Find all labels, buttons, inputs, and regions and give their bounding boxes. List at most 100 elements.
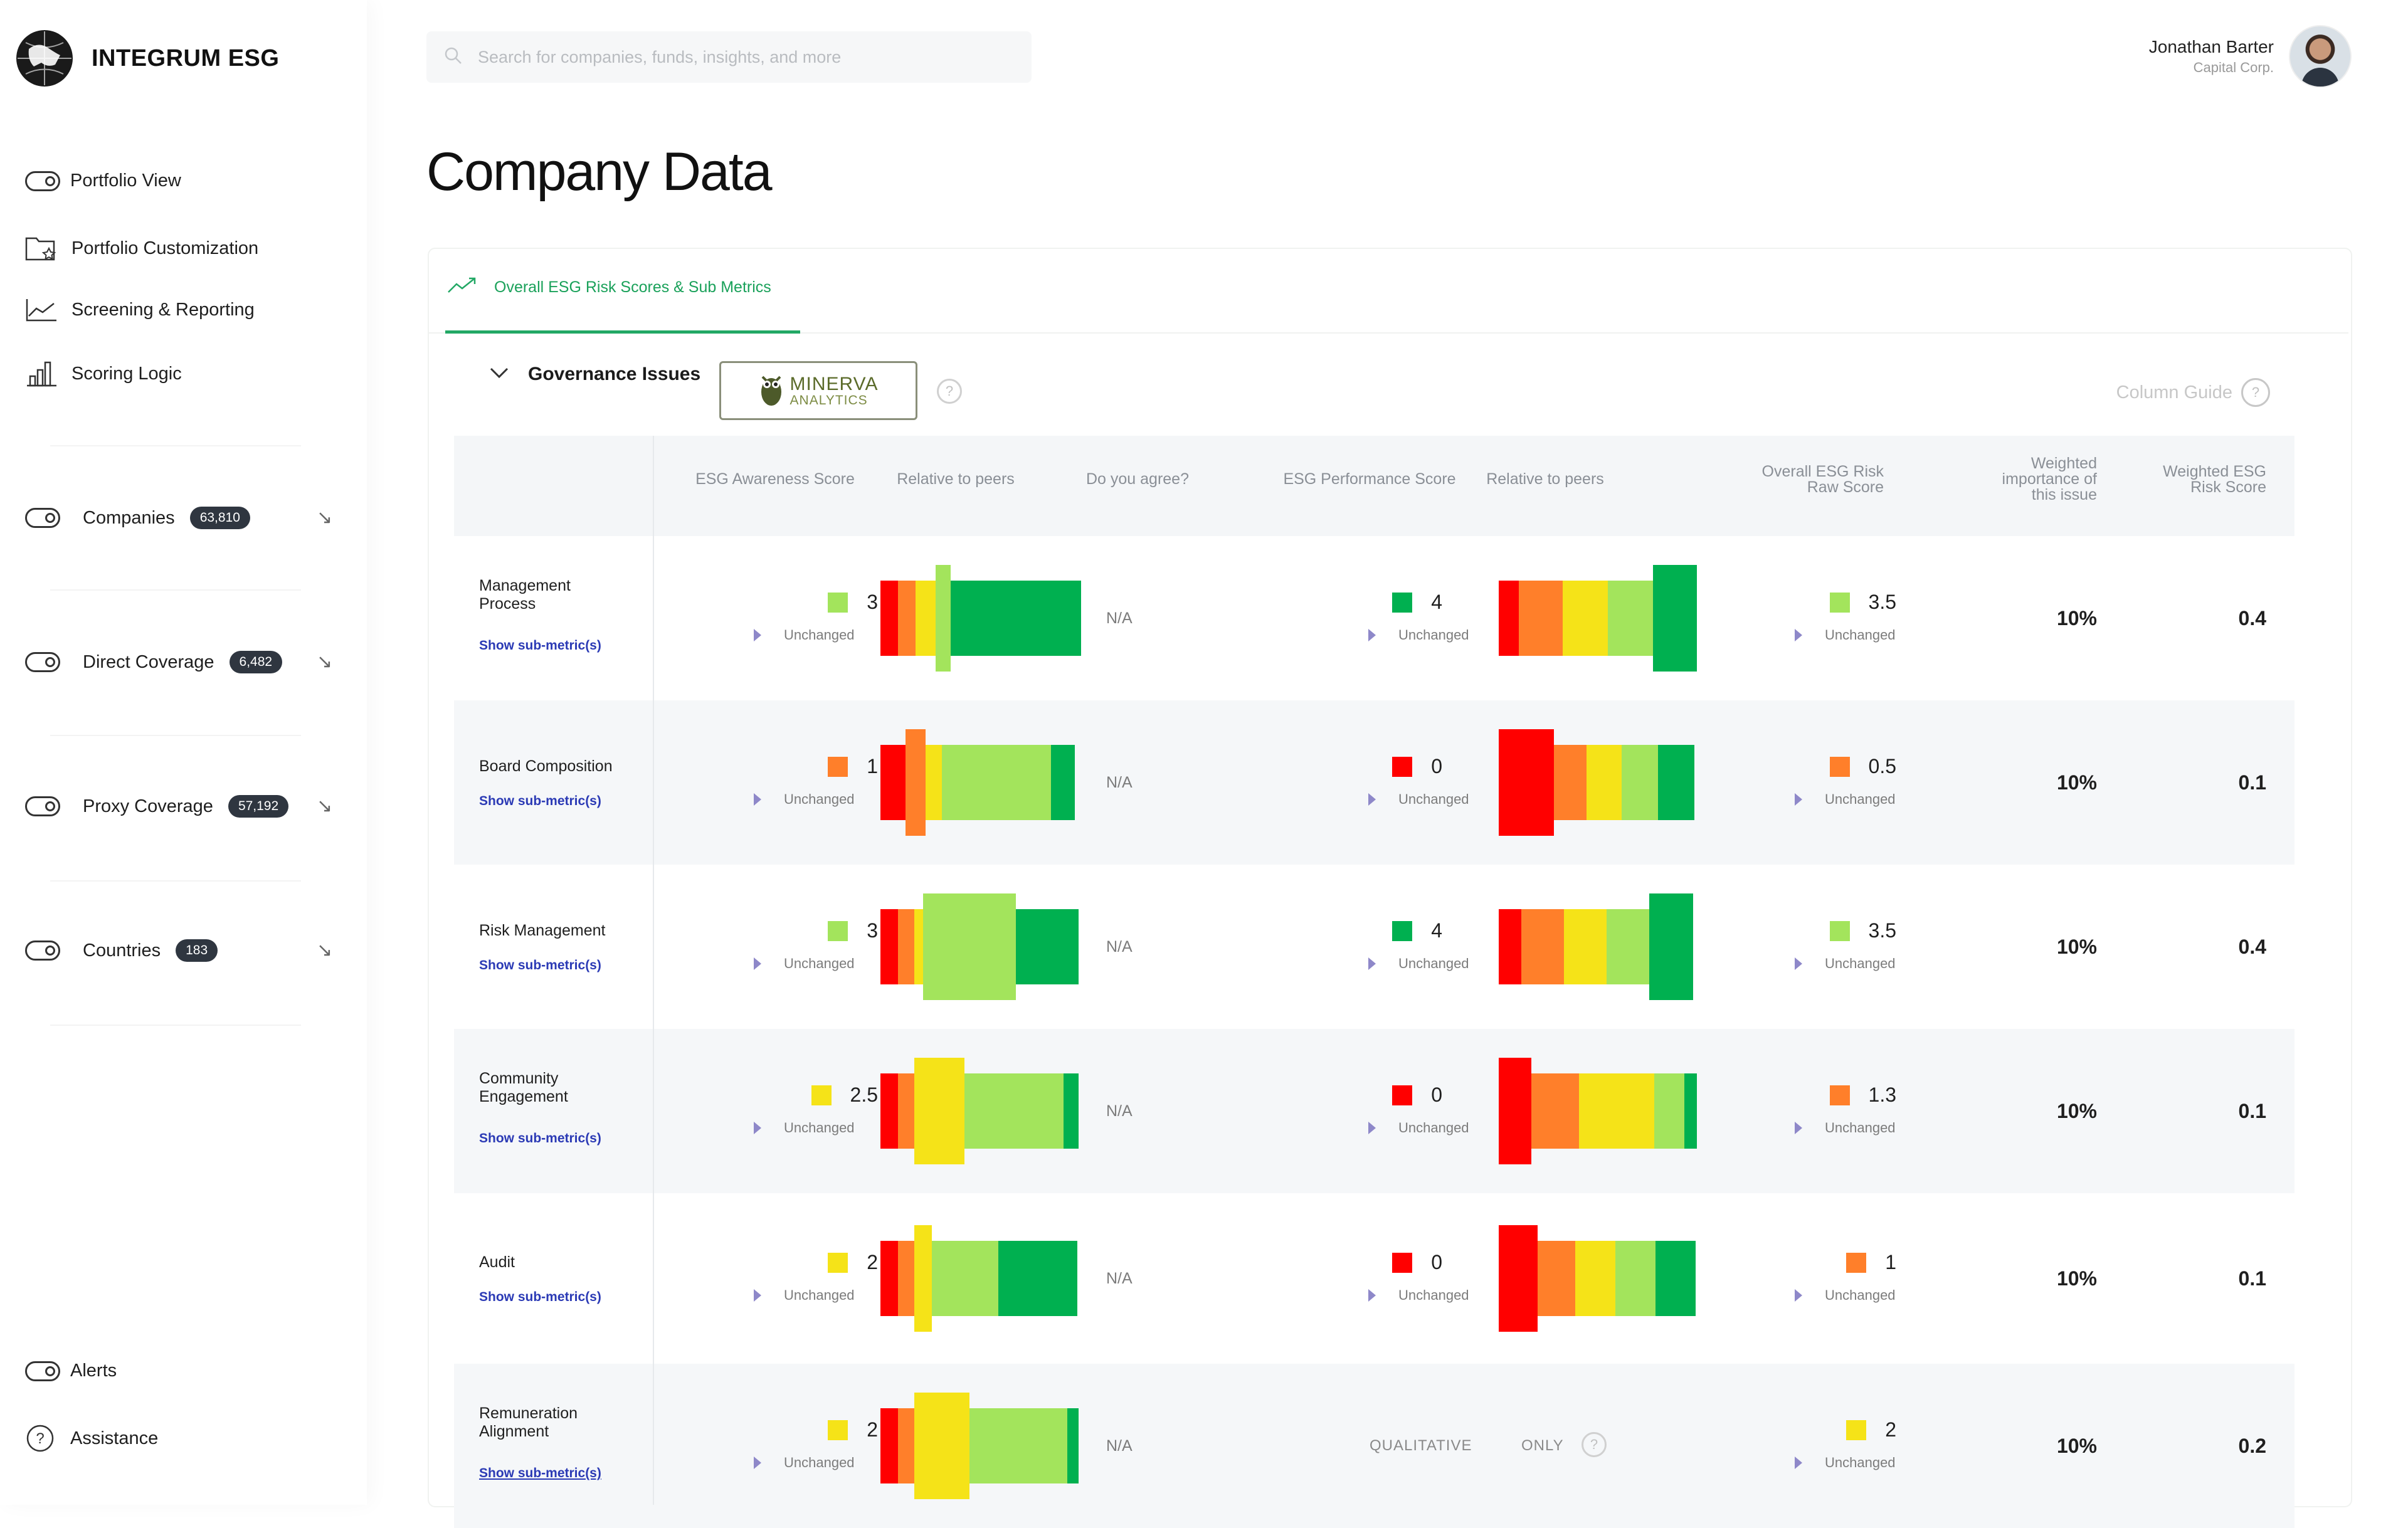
sidebar-item-alerts[interactable]: Alerts	[25, 1361, 117, 1381]
caret-right-icon[interactable]	[754, 629, 761, 641]
caret-right-icon[interactable]	[1795, 629, 1802, 641]
toggle-icon[interactable]	[25, 508, 65, 528]
agree-value[interactable]: N/A	[1106, 774, 1133, 791]
score-indicator	[1846, 1420, 1867, 1440]
help-icon[interactable]: ?	[937, 379, 962, 404]
peer-bar-segment	[880, 909, 898, 984]
performance-change[interactable]: Unchanged	[1368, 1120, 1469, 1136]
col-relative-1: Relative to peers	[897, 470, 1015, 488]
peer-bar-segment	[898, 1073, 914, 1149]
caret-right-icon[interactable]	[1795, 1457, 1802, 1469]
performance-change[interactable]: Unchanged	[1368, 1287, 1469, 1304]
caret-right-icon[interactable]	[1368, 1122, 1376, 1134]
raw-change[interactable]: Unchanged	[1795, 956, 1896, 972]
caret-right-icon[interactable]	[1795, 793, 1802, 806]
agree-value[interactable]: N/A	[1106, 609, 1133, 627]
raw-change[interactable]: Unchanged	[1795, 627, 1896, 643]
performance-change[interactable]: Unchanged	[1368, 627, 1469, 643]
sidebar-item-companies[interactable]: Companies 63,810	[25, 507, 250, 529]
caret-right-icon[interactable]	[754, 1122, 761, 1134]
raw-change[interactable]: Unchanged	[1795, 1120, 1896, 1136]
awareness-change[interactable]: Unchanged	[754, 1455, 855, 1471]
search-bar[interactable]: Search for companies, funds, insights, a…	[426, 31, 1032, 83]
col-performance: ESG Performance Score	[1283, 470, 1456, 488]
awareness-change[interactable]: Unchanged	[754, 956, 855, 972]
toggle-icon	[25, 171, 65, 191]
toggle-icon[interactable]	[25, 652, 65, 672]
caret-right-icon[interactable]	[1368, 629, 1376, 641]
agree-value[interactable]: N/A	[1106, 1270, 1133, 1287]
raw-change[interactable]: Unchanged	[1795, 791, 1896, 808]
arrow-down-right-icon[interactable]: ↘	[317, 507, 333, 528]
peer-bar-segment	[1656, 1241, 1696, 1316]
sidebar-item-scoring-logic[interactable]: Scoring Logic	[25, 360, 182, 387]
awareness-change[interactable]: Unchanged	[754, 791, 855, 808]
search-input[interactable]: Search for companies, funds, insights, a…	[478, 47, 842, 66]
user-name: Jonathan Barter	[2148, 37, 2274, 56]
sidebar-item-countries[interactable]: Countries 183	[25, 939, 218, 962]
awareness-change[interactable]: Unchanged	[754, 627, 855, 643]
arrow-down-right-icon[interactable]: ↘	[317, 940, 333, 961]
trend-up-icon	[446, 276, 478, 299]
qualitative-label: QUALITATIVE	[1370, 1437, 1472, 1454]
score-indicator	[1846, 1252, 1867, 1273]
table-header: ESG Awareness Score Relative to peers Do…	[454, 436, 2294, 536]
peer-bar-segment	[880, 1073, 898, 1149]
caret-right-icon[interactable]	[754, 957, 761, 970]
sidebar-item-assistance[interactable]: ? Assistance	[25, 1423, 158, 1453]
peer-bar-segment	[1554, 745, 1587, 820]
arrow-down-right-icon[interactable]: ↘	[317, 796, 333, 816]
caret-right-icon[interactable]	[754, 793, 761, 806]
caret-right-icon[interactable]	[1795, 1122, 1802, 1134]
column-guide-button[interactable]: Column Guide ?	[2116, 378, 2270, 407]
row-name-line: Alignment	[479, 1422, 549, 1440]
agree-value[interactable]: N/A	[1106, 1102, 1133, 1120]
performance-score: 0	[1367, 755, 1442, 778]
caret-right-icon[interactable]	[1368, 957, 1376, 970]
peer-bar-segment	[898, 581, 916, 656]
sidebar-item-portfolio-customization[interactable]: Portfolio Customization	[25, 234, 258, 262]
performance-change[interactable]: Unchanged	[1368, 956, 1469, 972]
toggle-icon[interactable]	[25, 796, 65, 816]
avatar[interactable]	[2289, 25, 2352, 88]
caret-right-icon[interactable]	[754, 1457, 761, 1469]
sidebar-item-screening-reporting[interactable]: Screening & Reporting	[25, 297, 255, 322]
show-submetrics-link[interactable]: Show sub-metric(s)	[479, 958, 601, 972]
caret-right-icon[interactable]	[1368, 1289, 1376, 1302]
awareness-change[interactable]: Unchanged	[754, 1287, 855, 1304]
raw-change[interactable]: Unchanged	[1795, 1455, 1896, 1471]
chevron-down-icon[interactable]	[489, 366, 509, 383]
raw-change[interactable]: Unchanged	[1795, 1287, 1896, 1304]
show-submetrics-link[interactable]: Show sub-metric(s)	[479, 638, 601, 653]
caret-right-icon[interactable]	[1368, 793, 1376, 806]
caret-right-icon[interactable]	[1795, 957, 1802, 970]
sidebar-item-proxy-coverage[interactable]: Proxy Coverage 57,192	[25, 795, 289, 818]
toggle-icon	[25, 1361, 65, 1381]
awareness-change[interactable]: Unchanged	[754, 1120, 855, 1136]
show-submetrics-link[interactable]: Show sub-metric(s)	[479, 794, 601, 808]
change-label: Unchanged	[784, 791, 855, 807]
peer-bar-segment	[1564, 909, 1607, 984]
sidebar-item-portfolio-view[interactable]: Portfolio View	[25, 171, 181, 191]
caret-right-icon[interactable]	[754, 1289, 761, 1302]
show-submetrics-link[interactable]: Show sub-metric(s)	[479, 1466, 601, 1480]
toggle-icon[interactable]	[25, 941, 65, 961]
tab-overall-esg[interactable]: Overall ESG Risk Scores & Sub Metrics	[446, 276, 771, 299]
change-label: Unchanged	[1398, 956, 1469, 971]
col-weight-line: importance of	[2002, 470, 2097, 488]
help-icon[interactable]: ?	[1582, 1432, 1607, 1457]
brand-logo[interactable]: INTEGRUM ESG	[16, 30, 279, 87]
show-submetrics-link[interactable]: Show sub-metric(s)	[479, 1290, 601, 1304]
agree-value[interactable]: N/A	[1106, 1437, 1133, 1455]
caret-right-icon[interactable]	[1795, 1289, 1802, 1302]
section-toggle[interactable]: Governance Issues	[489, 364, 700, 385]
peer-bar-segment	[898, 909, 914, 984]
user-menu[interactable]: Jonathan Barter Capital Corp.	[2149, 25, 2352, 88]
agree-value[interactable]: N/A	[1106, 938, 1133, 956]
sidebar-item-direct-coverage[interactable]: Direct Coverage 6,482	[25, 651, 283, 673]
help-icon: ?	[2241, 378, 2270, 407]
arrow-down-right-icon[interactable]: ↘	[317, 651, 333, 672]
show-submetrics-link[interactable]: Show sub-metric(s)	[479, 1131, 601, 1146]
performance-change[interactable]: Unchanged	[1368, 791, 1469, 808]
peer-bar-segment	[1587, 745, 1622, 820]
